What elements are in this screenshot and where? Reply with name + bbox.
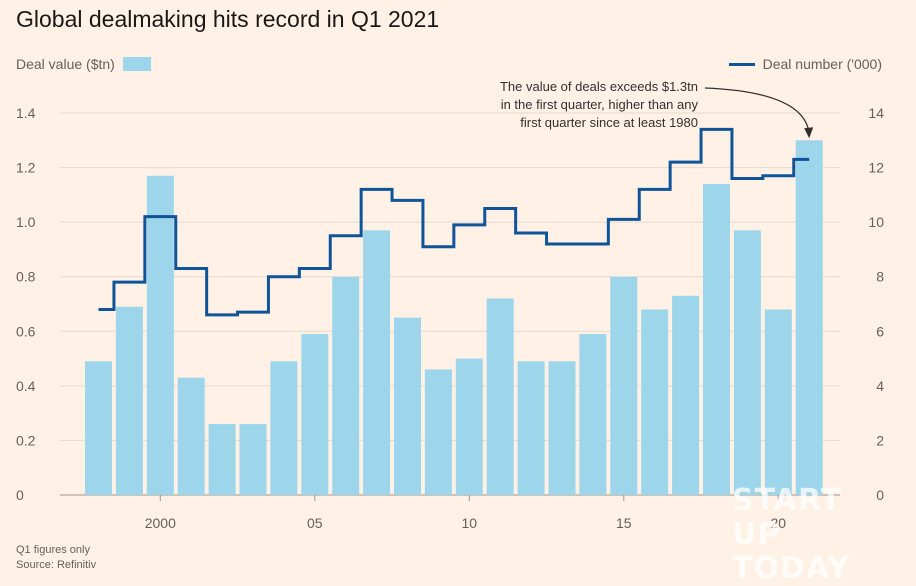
legend-deal-number: Deal number ('000) bbox=[728, 56, 882, 72]
annotation-line-1: The value of deals exceeds $1.3tn bbox=[499, 79, 698, 94]
bar-deal-value bbox=[795, 140, 823, 496]
legend-bar-swatch bbox=[122, 57, 151, 71]
y-left-tick-label: 0.4 bbox=[16, 378, 36, 394]
source-note: Source: Refinitiv bbox=[16, 559, 97, 571]
bar-deal-value bbox=[208, 424, 236, 495]
watermark-line-2: TODAY bbox=[732, 551, 850, 586]
bar-deal-value bbox=[394, 317, 421, 495]
y-right-tick-label: 0 bbox=[876, 487, 884, 503]
line-deal-number bbox=[98, 127, 810, 317]
bar-deal-value bbox=[146, 175, 174, 495]
bar-deal-value bbox=[270, 361, 298, 495]
bar-deal-value bbox=[486, 298, 514, 495]
bar-deal-value bbox=[733, 230, 761, 496]
bar-deal-value bbox=[672, 295, 700, 495]
bar-deal-value bbox=[703, 183, 730, 495]
bar-deal-value bbox=[115, 306, 143, 495]
y-left-tick-label: 0.8 bbox=[16, 269, 36, 285]
y-left-tick-label: 1.4 bbox=[16, 105, 36, 121]
x-tick-label: 05 bbox=[307, 515, 323, 531]
annotation-line-2: in the first quarter, higher than any bbox=[500, 97, 698, 112]
y-left-tick-label: 0.6 bbox=[16, 323, 36, 339]
legend-line-swatch bbox=[728, 62, 755, 66]
y-right-tick-label: 10 bbox=[868, 214, 884, 230]
bar-deal-value bbox=[641, 309, 669, 495]
y-right-tick-label: 14 bbox=[868, 105, 884, 121]
bar-deal-value bbox=[177, 377, 205, 495]
annotation-arrow-head bbox=[804, 127, 814, 139]
bar-deal-value bbox=[424, 369, 452, 495]
y-left-tick-label: 1.0 bbox=[16, 214, 36, 230]
chart-title: Global dealmaking hits record in Q1 2021 bbox=[16, 6, 440, 32]
bar-deal-value bbox=[301, 334, 329, 495]
bar-deal-value bbox=[363, 230, 391, 496]
y-right-tick-label: 8 bbox=[876, 269, 884, 285]
bar-deal-value bbox=[85, 361, 112, 495]
bar-deal-value bbox=[517, 361, 545, 495]
x-tick-label: 10 bbox=[462, 515, 478, 531]
bar-deal-value bbox=[455, 358, 483, 495]
x-tick-label: 15 bbox=[616, 515, 632, 531]
bar-deal-value bbox=[548, 361, 576, 495]
y-right-tick-label: 4 bbox=[876, 378, 884, 394]
annotation-line-3: first quarter since at least 1980 bbox=[520, 115, 698, 130]
footnote: Q1 figures only bbox=[16, 544, 90, 556]
bar-deal-value bbox=[332, 276, 360, 495]
x-tick-label: 20 bbox=[771, 515, 787, 531]
legend-deal-value-label: Deal value ($tn) bbox=[16, 56, 115, 72]
y-left-tick-label: 0.2 bbox=[16, 432, 36, 448]
bar-deal-value bbox=[764, 309, 792, 495]
bar-deal-value bbox=[579, 334, 607, 495]
bar-deal-value bbox=[610, 276, 638, 495]
annotation-arrow-line bbox=[704, 87, 810, 135]
y-right-tick-label: 12 bbox=[868, 160, 884, 176]
watermark-logo: START UP TODAY bbox=[732, 484, 900, 586]
legend-deal-number-label: Deal number ('000) bbox=[762, 56, 882, 72]
bar-deal-value bbox=[239, 424, 267, 495]
legend-deal-value: Deal value ($tn) bbox=[16, 56, 151, 72]
y-left-tick-label: 0 bbox=[16, 487, 24, 503]
x-tick-label: 2000 bbox=[145, 515, 176, 531]
chart-annotation: The value of deals exceeds $1.3tn in the… bbox=[424, 78, 698, 132]
chart-footer: Q1 figures only Source: Refinitiv bbox=[16, 543, 96, 573]
y-right-tick-label: 6 bbox=[876, 323, 884, 339]
watermark-line-1: START UP bbox=[732, 483, 843, 552]
y-right-tick-label: 2 bbox=[876, 432, 884, 448]
y-left-tick-label: 1.2 bbox=[16, 160, 36, 176]
